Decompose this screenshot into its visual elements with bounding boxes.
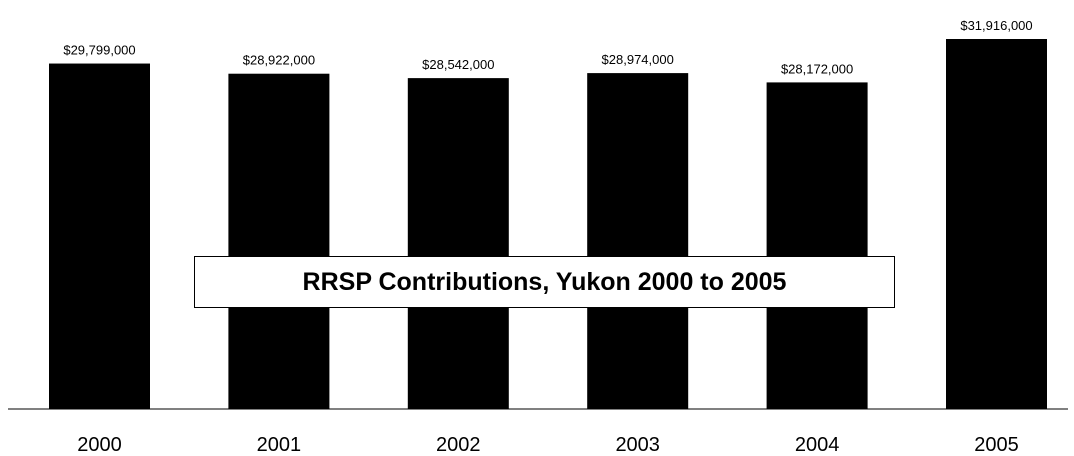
data-label-2000: $29,799,000	[63, 43, 135, 58]
chart-title: RRSP Contributions, Yukon 2000 to 2005	[194, 256, 895, 308]
data-label-2005: $31,916,000	[960, 18, 1032, 33]
data-label-2004: $28,172,000	[781, 61, 853, 76]
data-label-2003: $28,974,000	[602, 52, 674, 67]
data-label-2001: $28,922,000	[243, 53, 315, 68]
x-tick-label-2002: 2002	[436, 434, 481, 456]
bar-2000	[49, 63, 150, 409]
x-tick-label-2003: 2003	[615, 434, 660, 456]
x-tick-label-2000: 2000	[77, 434, 122, 456]
bar-2003	[587, 73, 689, 409]
bar-2001	[228, 73, 330, 410]
data-label-2002: $28,542,000	[422, 57, 494, 72]
x-tick-label-2004: 2004	[795, 434, 840, 456]
x-tick-label-2001: 2001	[257, 434, 302, 456]
bar-2004	[766, 82, 868, 410]
bar-2005	[946, 39, 1047, 409]
bar-2002	[407, 78, 509, 409]
x-tick-label-2005: 2005	[974, 434, 1019, 456]
